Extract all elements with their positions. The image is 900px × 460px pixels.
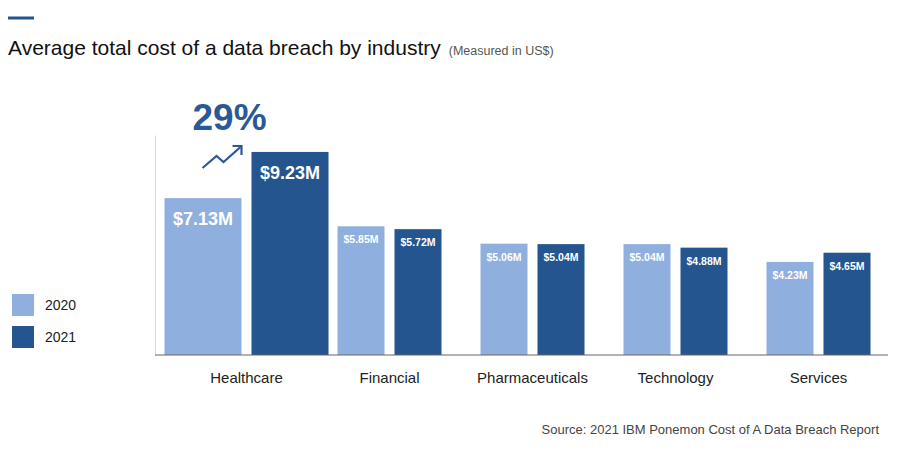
bar <box>395 229 442 355</box>
x-tick: Pharmaceuticals <box>477 355 588 386</box>
legend-swatch <box>12 294 34 316</box>
y-axis <box>155 136 157 356</box>
decor-dash <box>8 17 34 20</box>
data-label: $5.04M <box>629 251 664 263</box>
subtitle: (Measured in US$) <box>449 44 554 58</box>
bar <box>165 198 242 355</box>
data-label: $4.23M <box>772 269 807 281</box>
x-axis: Healthcare Financial Pharmaceuticals Techno… <box>155 355 888 386</box>
annotation-arrowhead <box>233 146 242 155</box>
data-label: $9.23M <box>260 163 320 183</box>
x-tick: Financial <box>359 355 419 386</box>
bar <box>538 244 585 355</box>
x-tick: Healthcare <box>210 355 283 386</box>
category-label: Technology <box>638 369 714 386</box>
bars <box>165 152 871 355</box>
data-label: $5.04M <box>543 251 578 263</box>
title: Average total cost of a data breach by i… <box>8 36 441 59</box>
legend: 2020 2021 <box>12 294 76 348</box>
data-label: $7.13M <box>173 209 233 229</box>
data-label: $5.06M <box>486 251 521 263</box>
data-label: $5.85M <box>343 233 378 245</box>
bar <box>681 248 728 355</box>
annotation-arrow <box>203 147 241 168</box>
x-tick: Services <box>790 355 848 386</box>
category-label: Financial <box>359 369 419 386</box>
bar <box>624 244 671 355</box>
category-label: Services <box>790 369 848 386</box>
legend-label: 2021 <box>45 329 76 345</box>
source: Source: 2021 IBM Ponemon Cost of A Data … <box>542 422 880 437</box>
annotation: 29% <box>193 97 267 138</box>
bar <box>767 262 814 355</box>
bar <box>824 253 871 355</box>
bar <box>252 152 329 355</box>
legend-item: 2020 <box>12 294 76 316</box>
y-axis-line <box>155 136 156 356</box>
category-label: Healthcare <box>210 369 283 386</box>
category-label: Pharmaceuticals <box>477 369 588 386</box>
x-axis-line <box>155 354 888 355</box>
legend-swatch <box>12 326 34 348</box>
x-tick: Technology <box>638 355 714 386</box>
chart: Average total cost of a data breach by i… <box>0 0 900 460</box>
data-label: $5.72M <box>400 236 435 248</box>
legend-label: 2020 <box>45 297 76 313</box>
data-label: $4.65M <box>829 260 864 272</box>
bar <box>338 226 385 355</box>
data-label: $4.88M <box>686 255 721 267</box>
title-line: Average total cost of a data breach by i… <box>8 36 554 59</box>
legend-item: 2021 <box>12 326 76 348</box>
bar <box>481 244 528 355</box>
